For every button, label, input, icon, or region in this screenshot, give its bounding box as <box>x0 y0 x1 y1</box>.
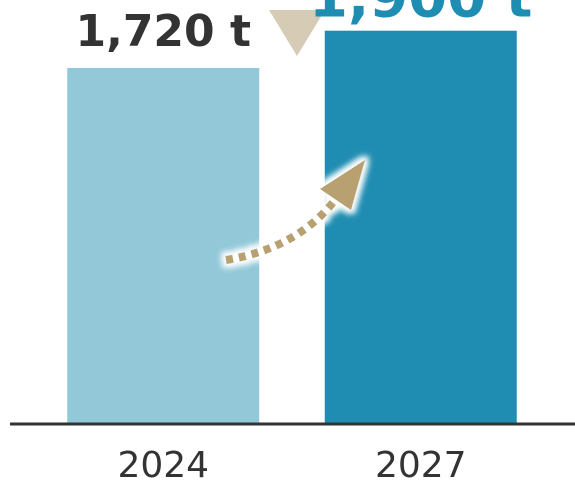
value-label-2027: 1,900 t <box>309 0 532 31</box>
down-triangle-marker <box>269 10 325 56</box>
increase-arrow-icon <box>225 160 365 264</box>
x-tick-labels-group: 2024 2027 <box>117 445 466 480</box>
bar-2027 <box>324 30 517 424</box>
bar-2024 <box>67 67 260 425</box>
bars-group <box>67 30 517 425</box>
value-label-2024: 1,720 t <box>75 6 251 57</box>
x-tick-label-2024: 2024 <box>117 445 209 480</box>
value-labels-group: 1,720 t 1,900 t <box>75 0 532 57</box>
x-tick-label-2027: 2027 <box>375 445 467 480</box>
